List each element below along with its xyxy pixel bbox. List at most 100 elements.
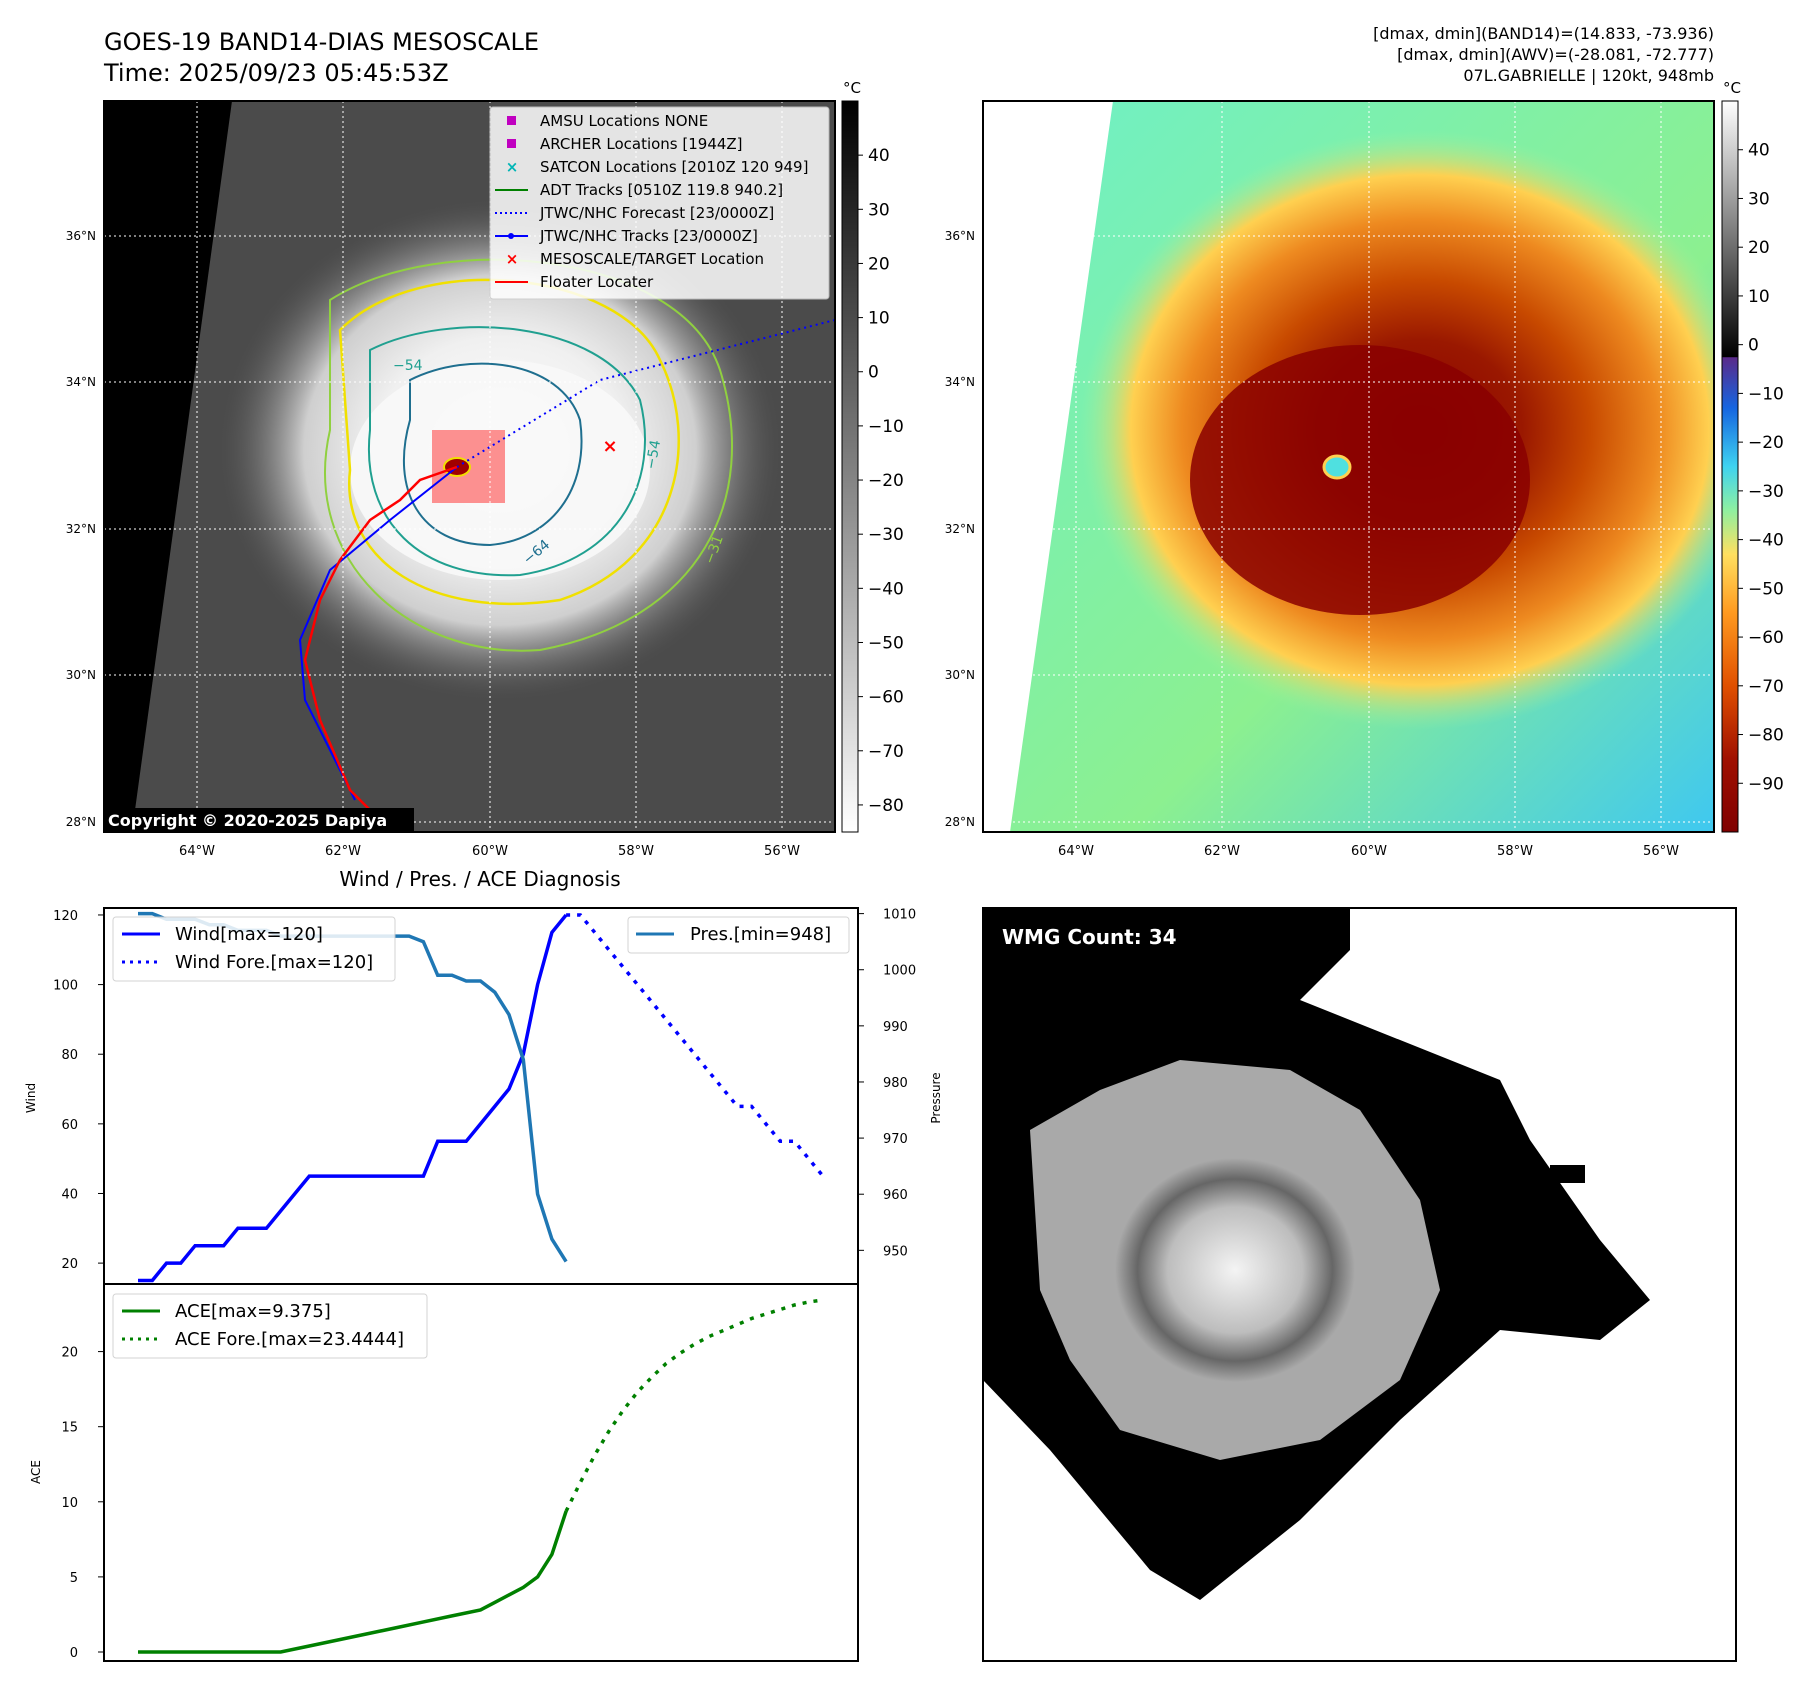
colorbar-tick-label: −50 (1748, 579, 1784, 599)
legend-swatch (507, 139, 516, 148)
pressure-legend: Pres.[min=948] (627, 916, 850, 954)
diagnosis-title: Wind / Pres. / ACE Diagnosis (339, 867, 620, 891)
wind-forecast-line (566, 913, 825, 1178)
svg-text:×: × (506, 250, 519, 268)
info-awv: [dmax, dmin](AWV)=(-28.081, -72.777) (1397, 45, 1714, 64)
lat-tick-label: 32°N (66, 522, 96, 536)
colorbar1 (841, 100, 859, 833)
copyright-bg (104, 808, 414, 832)
wind-legend: Wind[max=120] Wind Fore.[max=120] (112, 916, 396, 982)
lat-tick-label: 36°N (945, 229, 975, 243)
wind-legend-label: Wind[max=120] (175, 924, 323, 945)
lat-tick-label: 32°N (945, 522, 975, 536)
colorbar-tick-label: −90 (1748, 774, 1784, 794)
legend-label: SATCON Locations [2010Z 120 949] (540, 158, 808, 176)
ace-legend-label: ACE[max=9.375] (175, 1301, 331, 1322)
lon-tick-label: 62°W (1204, 844, 1240, 859)
legend-label: ADT Tracks [0510Z 119.8 940.2] (540, 181, 783, 199)
lon-tick-label: 60°W (472, 844, 508, 859)
pressure-legend-box (627, 916, 850, 954)
svg-text:×: × (506, 158, 519, 176)
figure-title: GOES-19 BAND14-DIAS MESOSCALE (104, 28, 539, 56)
ace-axis-label: ACE (29, 1460, 43, 1484)
copyright-text: Copyright © 2020-2025 Dapiya (108, 811, 387, 830)
wmg-frame (982, 907, 1737, 1662)
wind-legend-box (112, 916, 396, 982)
info-storm: 07L.GABRIELLE | 120kt, 948mb (1463, 66, 1714, 85)
ace-tick-label: 15 (61, 1421, 78, 1436)
wind-tick-label: 40 (61, 1187, 78, 1202)
wind-line (138, 913, 568, 1283)
awv-frame (982, 100, 1715, 833)
ace-line (138, 1510, 568, 1654)
ace-tick-label: 0 (70, 1646, 78, 1661)
ace-tick-label: 10 (61, 1496, 78, 1511)
wind-tick-label: 20 (61, 1257, 78, 1272)
ace-series (138, 1298, 824, 1654)
colorbar-tick-label: −70 (1748, 677, 1784, 697)
colorbar-tick-label: −10 (868, 417, 904, 437)
pressure-axis: 950 960 970 980 990 1000 1010 (858, 908, 916, 1259)
colorbar2 (1721, 100, 1739, 833)
lon-tick-label: 62°W (325, 844, 361, 859)
legend-label: MESOSCALE/TARGET Location (540, 250, 764, 268)
wmg-count-label: WMG Count: 34 (1002, 925, 1177, 949)
map-legend: AMSU Locations NONE ARCHER Locations [194… (489, 106, 830, 300)
ace-tick-label: 20 (61, 1346, 78, 1361)
colorbar-tick-label: −30 (1748, 482, 1784, 502)
colorbar-tick-label: −50 (868, 633, 904, 653)
ace-axis: 0 5 10 15 20 (61, 1346, 104, 1661)
colorbar2-unit: °C (1723, 79, 1741, 97)
info-band14: [dmax, dmin](BAND14)=(14.833, -73.936) (1373, 24, 1714, 43)
contour-label-1: −54 (393, 358, 423, 374)
colorbar-tick-label: 30 (868, 200, 890, 220)
legend-swatch: × (506, 158, 519, 176)
legend-box (489, 106, 830, 300)
lat-tick-label: 28°N (66, 815, 96, 829)
ace-forecast-line (564, 1298, 824, 1512)
awv-gridlines (983, 101, 1714, 832)
legend-label: JTWC/NHC Tracks [23/0000Z] (539, 227, 758, 245)
colorbar-tick-label: −20 (868, 471, 904, 491)
wind-tick-label: 60 (61, 1118, 78, 1133)
colorbar-tick-label: −40 (868, 579, 904, 599)
colorbar-tick-label: 40 (868, 146, 890, 166)
colorbar-tick-label: 10 (1748, 287, 1770, 307)
colorbar-tick-label: −60 (868, 688, 904, 708)
colorbar-tick-label: −80 (868, 796, 904, 816)
band14-no-data-area (104, 101, 232, 832)
wind-axis: 20 40 60 80 100 120 (53, 909, 104, 1272)
colorbar-tick-label: −70 (868, 742, 904, 762)
pressure-tick-label: 1000 (883, 964, 916, 979)
colorbar1-ticks: 40 30 20 10 0 −10 −20 −30 −40 −50 −60 −70 −80 (858, 146, 904, 816)
lon-tick-label: 56°W (1643, 844, 1679, 859)
target-marker: × (602, 436, 617, 457)
lon-tick-label: 58°W (618, 844, 654, 859)
figure-time: Time: 2025/09/23 05:45:53Z (103, 59, 449, 87)
awv-cloud-core (1190, 345, 1530, 615)
colorbar-tick-label: 20 (1748, 238, 1770, 258)
colorbar-tick-label: 0 (1748, 336, 1759, 356)
wind-axis-label: Wind (24, 1083, 38, 1113)
lat-tick-label: 30°N (945, 668, 975, 682)
pressure-legend-label: Pres.[min=948] (690, 924, 831, 945)
colorbar-tick-label: 20 (868, 254, 890, 274)
awv-eye (1322, 454, 1352, 480)
legend-label: AMSU Locations NONE (540, 112, 708, 130)
band14-map: × −54 −54 −64 −31 Copyright © 2020-2025 … (103, 79, 904, 833)
pressure-tick-label: 990 (883, 1020, 908, 1035)
floater-locater-track (303, 465, 458, 811)
band14-frame (103, 100, 836, 833)
legend-swatch (495, 233, 528, 239)
pressure-axis-label: Pressure (929, 1072, 943, 1123)
colorbar-tick-label: −60 (1748, 628, 1784, 648)
pressure-tick-label: 950 (883, 1244, 908, 1259)
lat-tick-label: 28°N (945, 815, 975, 829)
ace-chart: 0 5 10 15 20 ACE ACE[max=9.375] ACE Fore.[ma… (29, 1283, 859, 1662)
wind-tick-label: 100 (53, 979, 78, 994)
nhc-best-track (298, 466, 458, 801)
ace-legend-box (112, 1293, 428, 1359)
colorbar-tick-label: −40 (1748, 531, 1784, 551)
lat-tick-label: 36°N (66, 229, 96, 243)
